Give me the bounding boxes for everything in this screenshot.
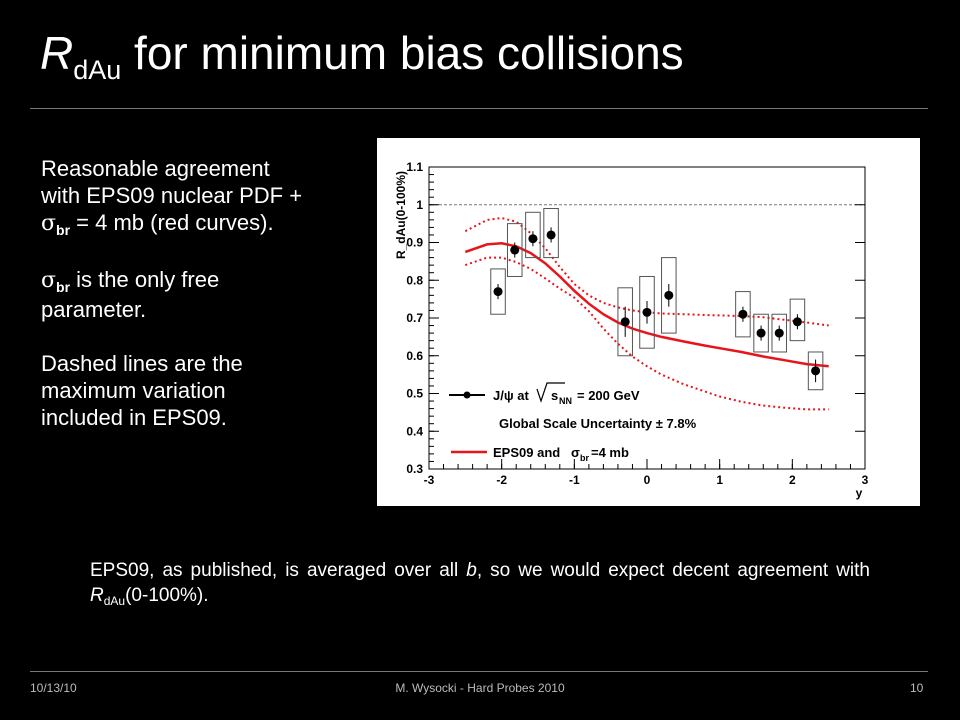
x-tick-label: -2	[496, 473, 507, 487]
y-tick-label: 0.7	[406, 311, 423, 325]
bullet-3-line-3: included in EPS09.	[41, 405, 227, 430]
data-point	[620, 317, 630, 327]
footnote-r: R	[90, 585, 104, 606]
data-point	[811, 366, 821, 376]
systematic-box	[789, 298, 806, 342]
data-point	[528, 234, 538, 244]
x-tick-label: 0	[644, 473, 651, 487]
title-subscript: dAu	[73, 55, 122, 85]
legend-sqrt-s: s	[551, 388, 558, 403]
data-point	[738, 309, 748, 319]
footer-divider	[30, 671, 928, 672]
footnote-part-2: , so we would expect decent agreement wi…	[476, 560, 870, 581]
y-tick-label: 0.9	[406, 236, 423, 250]
bullet-3-line-1: Dashed lines are the	[41, 351, 243, 376]
data-point	[546, 230, 556, 240]
y-tick-label: 0.6	[406, 349, 423, 363]
title-symbol: R	[40, 27, 74, 79]
data-point	[510, 245, 520, 255]
data-point	[493, 287, 503, 297]
bullet-2: σbr is the only free parameter.	[41, 266, 371, 323]
y-axis-label: R_dAu(0-100%)	[394, 171, 408, 259]
legend-model-sigma: σ	[571, 445, 580, 460]
legend-energy: = 200 GeV	[577, 388, 640, 403]
y-tick-label: 0.8	[406, 273, 423, 287]
slide-title: RdAu for minimum bias collisions	[40, 27, 684, 85]
data-point	[774, 328, 784, 338]
sigma-symbol: σ	[41, 268, 57, 293]
legend-model-value: =4 mb	[591, 445, 629, 460]
systematic-box	[661, 257, 677, 334]
bullet-1-line-3: = 4 mb (red curves).	[70, 210, 274, 235]
systematic-box	[490, 268, 506, 315]
sqrt-icon	[536, 382, 565, 403]
legend-sqrt-s-sub: NN	[559, 396, 572, 406]
x-tick-label: 1	[716, 473, 723, 487]
x-tick-label: 3	[862, 473, 869, 487]
systematic-box	[506, 223, 523, 277]
rdau-chart-svg: 0.3 0.4 0.5 0.6 0.7 0.8 0.9 1 1.1 -3 -2 -1 0 1 2 3y R_dA…	[394, 160, 869, 500]
bullet-1-line-2: with EPS09 nuclear PDF +	[41, 183, 303, 208]
x-tick-label: 2	[789, 473, 796, 487]
y-tick-label: 0.3	[406, 462, 423, 476]
legend-model-label: EPS09 and	[493, 445, 560, 460]
systematic-box	[807, 351, 824, 391]
br-subscript: br	[56, 279, 71, 295]
bullet-1-line-1: Reasonable agreement	[41, 156, 270, 181]
footnote-dau: dAu	[103, 594, 126, 608]
sigma-symbol: σ	[41, 211, 57, 236]
x-tick-label: -3	[424, 473, 435, 487]
br-subscript: br	[56, 222, 71, 238]
data-point	[664, 290, 674, 300]
y-tick-label: 0.4	[406, 424, 423, 438]
bullet-1: Reasonable agreement with EPS09 nuclear …	[41, 155, 371, 239]
data-point	[756, 328, 766, 338]
legend-global-scale: Global Scale Uncertainty ± 7.8%	[499, 416, 697, 431]
bullet-2-line-2: parameter.	[41, 297, 147, 322]
data-point	[642, 307, 652, 317]
title-text: for minimum bias collisions	[121, 27, 684, 79]
bullet-text: Reasonable agreement with EPS09 nuclear …	[41, 155, 371, 431]
eps09-lower-curve	[464, 256, 829, 411]
title-divider	[30, 108, 928, 109]
footer-page: 10	[910, 681, 924, 695]
data-point	[792, 317, 802, 327]
y-tick-label: 1.1	[406, 160, 423, 174]
bullet-3: Dashed lines are the maximum variation i…	[41, 350, 371, 431]
y-tick-label: 0.5	[406, 387, 423, 401]
systematic-box	[543, 208, 559, 259]
bullet-2-line-1: is the only free	[70, 267, 220, 292]
systematic-box	[753, 313, 769, 353]
x-axis-label: y	[856, 486, 863, 500]
footnote-part-3: (0-100%).	[125, 585, 209, 606]
footer-center: M. Wysocki - Hard Probes 2010	[395, 681, 565, 695]
bullet-3-line-2: maximum variation	[41, 378, 226, 403]
systematic-box	[735, 291, 751, 338]
systematic-box	[617, 287, 633, 357]
footnote: EPS09, as published, is averaged over al…	[90, 558, 870, 610]
systematic-box	[639, 275, 655, 349]
legend-data-label: J/ψ at	[493, 388, 529, 403]
y-tick-label: 1	[416, 198, 423, 212]
systematic-box	[771, 313, 788, 353]
x-tick-label: -1	[569, 473, 580, 487]
footnote-b: b	[466, 560, 477, 581]
footnote-part-1: EPS09, as published, is averaged over al…	[90, 560, 467, 581]
footer-date: 10/13/10	[30, 681, 77, 695]
legend-model-sigma-sub: br	[580, 453, 589, 463]
legend-data-marker	[463, 391, 471, 399]
systematic-box	[525, 211, 541, 259]
rdau-plot: 0.3 0.4 0.5 0.6 0.7 0.8 0.9 1 1.1 -3 -2 -1 0 1 2 3 y R_dA…	[377, 138, 920, 506]
